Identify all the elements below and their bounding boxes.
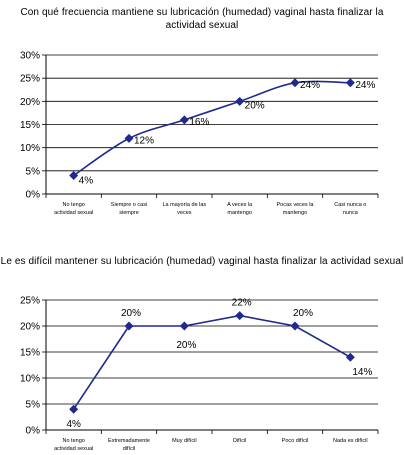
y-tick-label: 0% xyxy=(26,190,41,201)
data-point-marker xyxy=(235,311,245,321)
chart-plot-area: 0% 5% 10% 15% 20% 25% No tengo actividad sexual… xyxy=(20,296,379,452)
data-label: 22% xyxy=(232,298,252,309)
data-point-marker xyxy=(179,321,189,331)
data-point-marker xyxy=(124,133,134,143)
data-point-marker xyxy=(345,352,355,362)
data-label: 24% xyxy=(300,80,320,91)
x-category-label: No tengo actividad sexual xyxy=(54,438,93,452)
chart-title: Con qué frecuencia mantiene su lubricaci… xyxy=(20,7,384,31)
x-category-label: La mayoría de las veces xyxy=(162,202,206,216)
data-label: 14% xyxy=(352,367,372,378)
x-category-label: Extremadamente difícil xyxy=(108,438,150,452)
data-label: 20% xyxy=(121,308,141,319)
y-tick-label: 10% xyxy=(20,374,40,385)
data-point-marker xyxy=(290,321,300,331)
y-tick-label: 30% xyxy=(20,51,40,62)
x-category-label: No tengo actividad sexual xyxy=(54,202,93,216)
y-tick-label: 5% xyxy=(26,166,41,177)
data-label: 20% xyxy=(176,340,196,351)
data-label: 16% xyxy=(189,117,209,128)
chart-frecuencia-lubricacion: Con qué frecuencia mantiene su lubricaci… xyxy=(0,0,404,225)
y-tick-label: 20% xyxy=(20,322,40,333)
data-label: 12% xyxy=(134,135,154,146)
chart-plot-area: 0% 5% 10% 15% 20% 25% 30% No tengo actividad sex… xyxy=(20,51,379,216)
y-tick-label: 25% xyxy=(20,296,40,307)
data-label: 4% xyxy=(79,175,94,186)
data-label: 20% xyxy=(293,308,313,319)
x-category-label: Difícil xyxy=(233,438,246,444)
chart-title: Le es difícil mantener su lubricación (h… xyxy=(0,256,404,267)
y-tick-label: 15% xyxy=(20,120,40,131)
y-tick-label: 5% xyxy=(26,400,41,411)
x-category-label: Siempre o casi siempre xyxy=(111,202,147,216)
y-tick-label: 20% xyxy=(20,97,40,108)
x-category-label: Nada es difícil xyxy=(333,438,368,444)
x-category-label: Poco difícil xyxy=(282,438,309,444)
x-category-label: Casi nunca o nunca xyxy=(334,202,366,216)
y-tick-label: 25% xyxy=(20,74,40,85)
y-tick-label: 10% xyxy=(20,143,40,154)
data-label: 24% xyxy=(355,80,375,91)
data-point-marker xyxy=(179,115,189,125)
chart-dificultad-lubricacion: Le es difícil mantener su lubricación (h… xyxy=(0,245,404,455)
y-tick-label: 0% xyxy=(26,426,41,437)
x-category-label: A veces la mantengo xyxy=(227,202,253,216)
series-line xyxy=(73,314,351,410)
x-category-label: Muy difícil xyxy=(172,438,196,444)
data-point-marker xyxy=(124,321,134,331)
series-line xyxy=(73,80,351,177)
y-tick-label: 15% xyxy=(20,348,40,359)
data-point-marker xyxy=(345,78,355,88)
data-label: 20% xyxy=(245,100,265,111)
data-point-marker xyxy=(69,404,79,414)
data-label: 4% xyxy=(66,419,81,430)
data-point-marker xyxy=(290,78,300,88)
data-point-marker xyxy=(69,170,79,180)
data-point-marker xyxy=(235,96,245,106)
x-category-label: Pocas veces la mantengo xyxy=(277,202,315,216)
